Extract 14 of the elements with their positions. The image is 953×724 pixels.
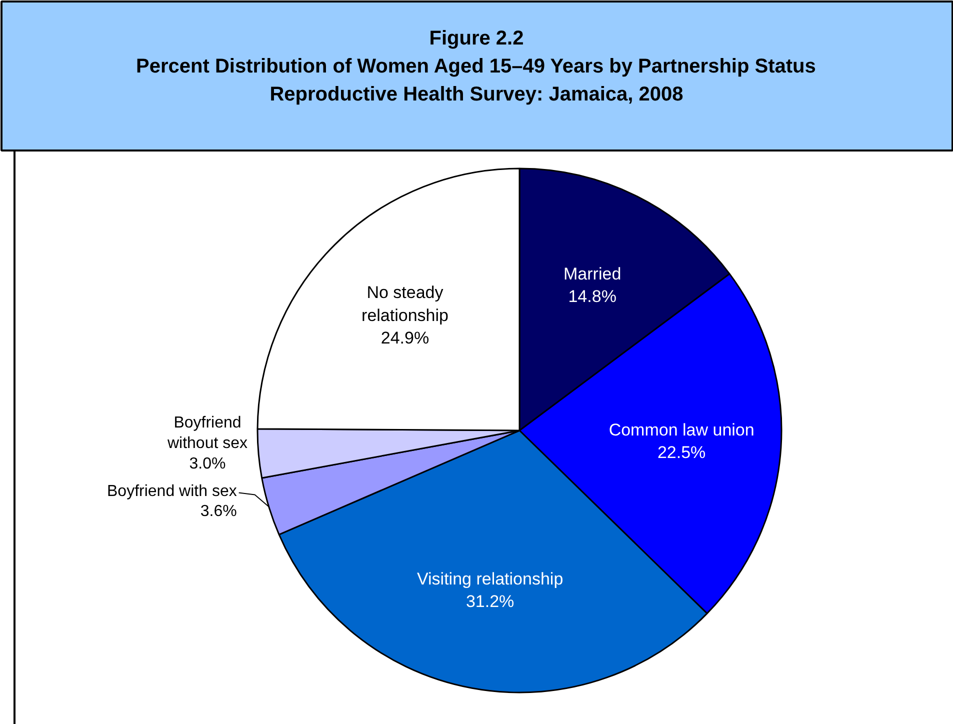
- data-label: 24.9%: [380, 328, 430, 348]
- slice-label: Visiting relationship: [416, 569, 564, 588]
- data-label: 3.6%: [200, 503, 237, 520]
- chart-subtitle: Percent Distribution of Women Aged 15–49 Years by Partnership Status Reproductive Health Survey: Jamaica, 2008: [136, 56, 816, 106]
- slice-label: Married: [564, 264, 622, 284]
- slice-label: Boyfriend without sex: [166, 414, 248, 452]
- slice-label: No steady relationship: [362, 282, 448, 325]
- data-label: 14.8%: [568, 287, 616, 306]
- data-label: 31.2%: [466, 592, 514, 612]
- chart-title: Figure 2.2: [429, 28, 524, 50]
- slice-label: Common law union: [608, 420, 754, 440]
- data-label: 22.5%: [657, 443, 706, 462]
- data-label: 3.0%: [189, 455, 226, 472]
- slice-label: Boyfriend with sex: [107, 482, 237, 500]
